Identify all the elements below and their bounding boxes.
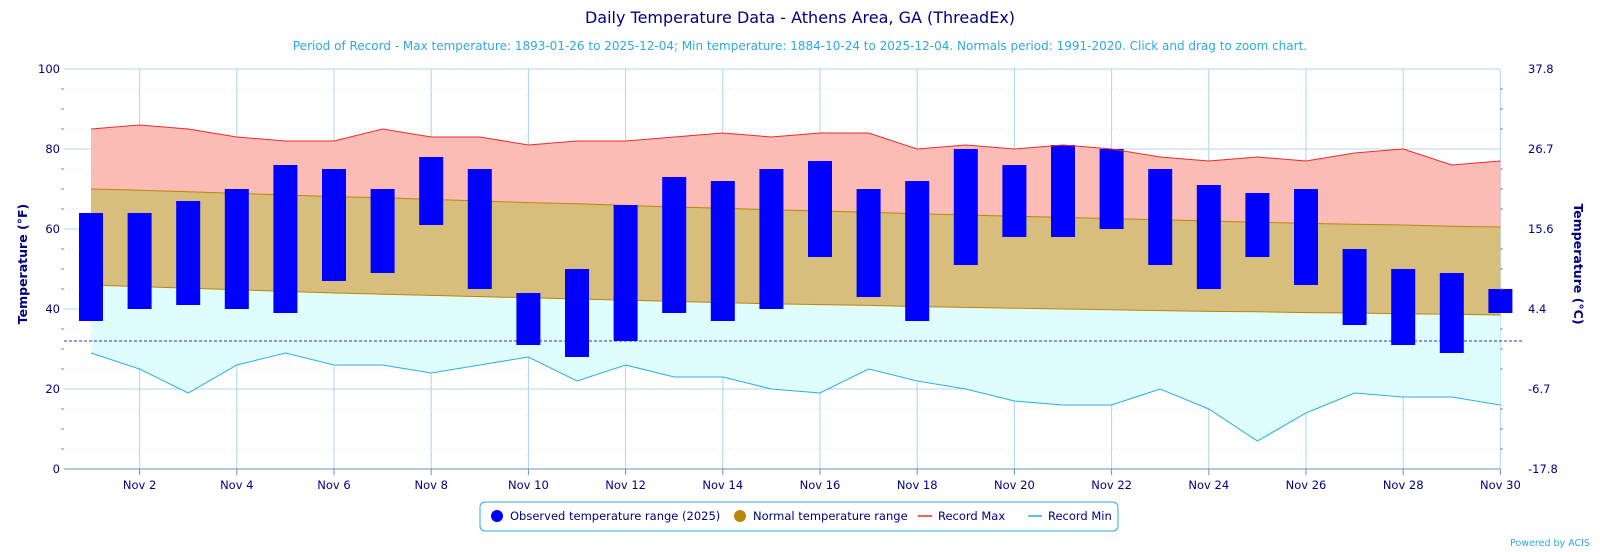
y-tick-label-right: -6.7 <box>1528 382 1550 396</box>
x-tick-label: Nov 6 <box>317 478 350 492</box>
observed-bar <box>1245 193 1270 257</box>
legend-item[interactable]: Normal temperature range <box>734 509 908 523</box>
record-max-band <box>91 125 1501 227</box>
x-tick-label: Nov 22 <box>1091 478 1132 492</box>
observed-bar <box>322 169 346 281</box>
observed-bar <box>613 205 638 341</box>
observed-bar <box>1099 149 1124 229</box>
observed-bar <box>419 157 444 225</box>
legend-item[interactable]: Record Min <box>1028 509 1112 523</box>
area-layer <box>64 125 1524 441</box>
observed-bar <box>79 213 103 321</box>
chart-title: Daily Temperature Data - Athens Area, GA… <box>585 8 1015 27</box>
record-min-band <box>91 285 1501 441</box>
observed-bar <box>808 161 832 257</box>
y-tick-label-left: 20 <box>45 382 60 396</box>
x-tick-label: Nov 2 <box>123 478 156 492</box>
normal-range-area <box>91 189 1501 315</box>
observed-bar <box>710 181 735 321</box>
legend-item[interactable]: Record Max <box>918 509 1005 523</box>
chart-subtitle: Period of Record - Max temperature: 1893… <box>293 39 1307 53</box>
legend-label: Record Min <box>1048 509 1112 523</box>
observed-bar <box>273 165 298 313</box>
x-tick-label: Nov 30 <box>1480 478 1521 492</box>
x-tick-label: Nov 8 <box>414 478 447 492</box>
x-tick-label: Nov 28 <box>1383 478 1424 492</box>
bar-layer <box>79 145 1513 357</box>
observed-bar <box>1148 169 1173 265</box>
observed-bar <box>1342 249 1367 325</box>
record-min-line <box>90 352 1501 442</box>
x-tick-label: Nov 26 <box>1286 478 1327 492</box>
observed-bar <box>1051 145 1075 237</box>
observed-bar <box>370 189 395 273</box>
x-tick-label: Nov 12 <box>605 478 646 492</box>
observed-bar <box>1488 289 1513 313</box>
legend-box <box>479 501 1119 532</box>
y-axis-title-left: Temperature (°F) <box>15 204 30 324</box>
y-tick-label-left: 100 <box>38 62 60 76</box>
observed-bar <box>467 169 492 289</box>
y-axis-title-right: Temperature (°C) <box>1571 203 1586 324</box>
x-tick-label: Nov 10 <box>508 478 549 492</box>
x-tick-label: Nov 20 <box>994 478 1035 492</box>
line-layer <box>90 124 1501 442</box>
y-tick-label-right: 15.6 <box>1528 222 1554 236</box>
y-tick-label-left: 40 <box>45 302 60 316</box>
observed-bar <box>1439 273 1464 353</box>
observed-bar <box>905 181 930 321</box>
credit-link[interactable]: Powered by ACIS <box>1510 538 1590 549</box>
y-tick-label-right: 4.4 <box>1528 302 1546 316</box>
legend-label: Observed temperature range (2025) <box>510 509 720 523</box>
legend-label: Normal temperature range <box>753 509 908 523</box>
x-tick-label: Nov 4 <box>220 478 253 492</box>
observed-bar <box>662 177 687 313</box>
observed-bar <box>1002 165 1027 237</box>
observed-bar <box>176 201 201 305</box>
record-max-line <box>90 124 1501 166</box>
y-tick-label-right: 37.8 <box>1528 62 1554 76</box>
observed-bar <box>856 189 881 297</box>
legend-label: Record Max <box>938 509 1005 523</box>
observed-bar <box>759 169 784 309</box>
observed-bar <box>516 293 541 345</box>
y-tick-label-left: 80 <box>45 142 60 156</box>
observed-bar <box>1294 189 1318 285</box>
legend[interactable]: Observed temperature range (2025) Normal … <box>479 501 1119 532</box>
legend-marker-circle <box>491 510 503 522</box>
observed-bar <box>1391 269 1416 345</box>
x-tick-label: Nov 24 <box>1188 478 1229 492</box>
observed-bar <box>565 269 589 357</box>
y-tick-label-left: 0 <box>53 462 60 476</box>
observed-bar <box>1196 185 1221 289</box>
observed-bar <box>127 213 152 309</box>
observed-bar <box>224 189 249 309</box>
axes: Nov 2 Nov 4 Nov 6 Nov 8 Nov 10 Nov 12 Nov 14 No… <box>38 62 1558 492</box>
y-tick-label-right: 26.7 <box>1528 142 1554 156</box>
legend-marker-circle <box>734 510 746 522</box>
x-tick-label: Nov 18 <box>897 478 938 492</box>
normal-low-line <box>90 284 1501 316</box>
y-tick-label-right: -17.8 <box>1528 462 1558 476</box>
x-tick-label: Nov 16 <box>800 478 841 492</box>
y-tick-label-left: 60 <box>45 222 60 236</box>
observed-bar <box>953 149 978 265</box>
x-tick-label: Nov 14 <box>702 478 743 492</box>
legend-item[interactable]: Observed temperature range (2025) <box>491 509 720 523</box>
